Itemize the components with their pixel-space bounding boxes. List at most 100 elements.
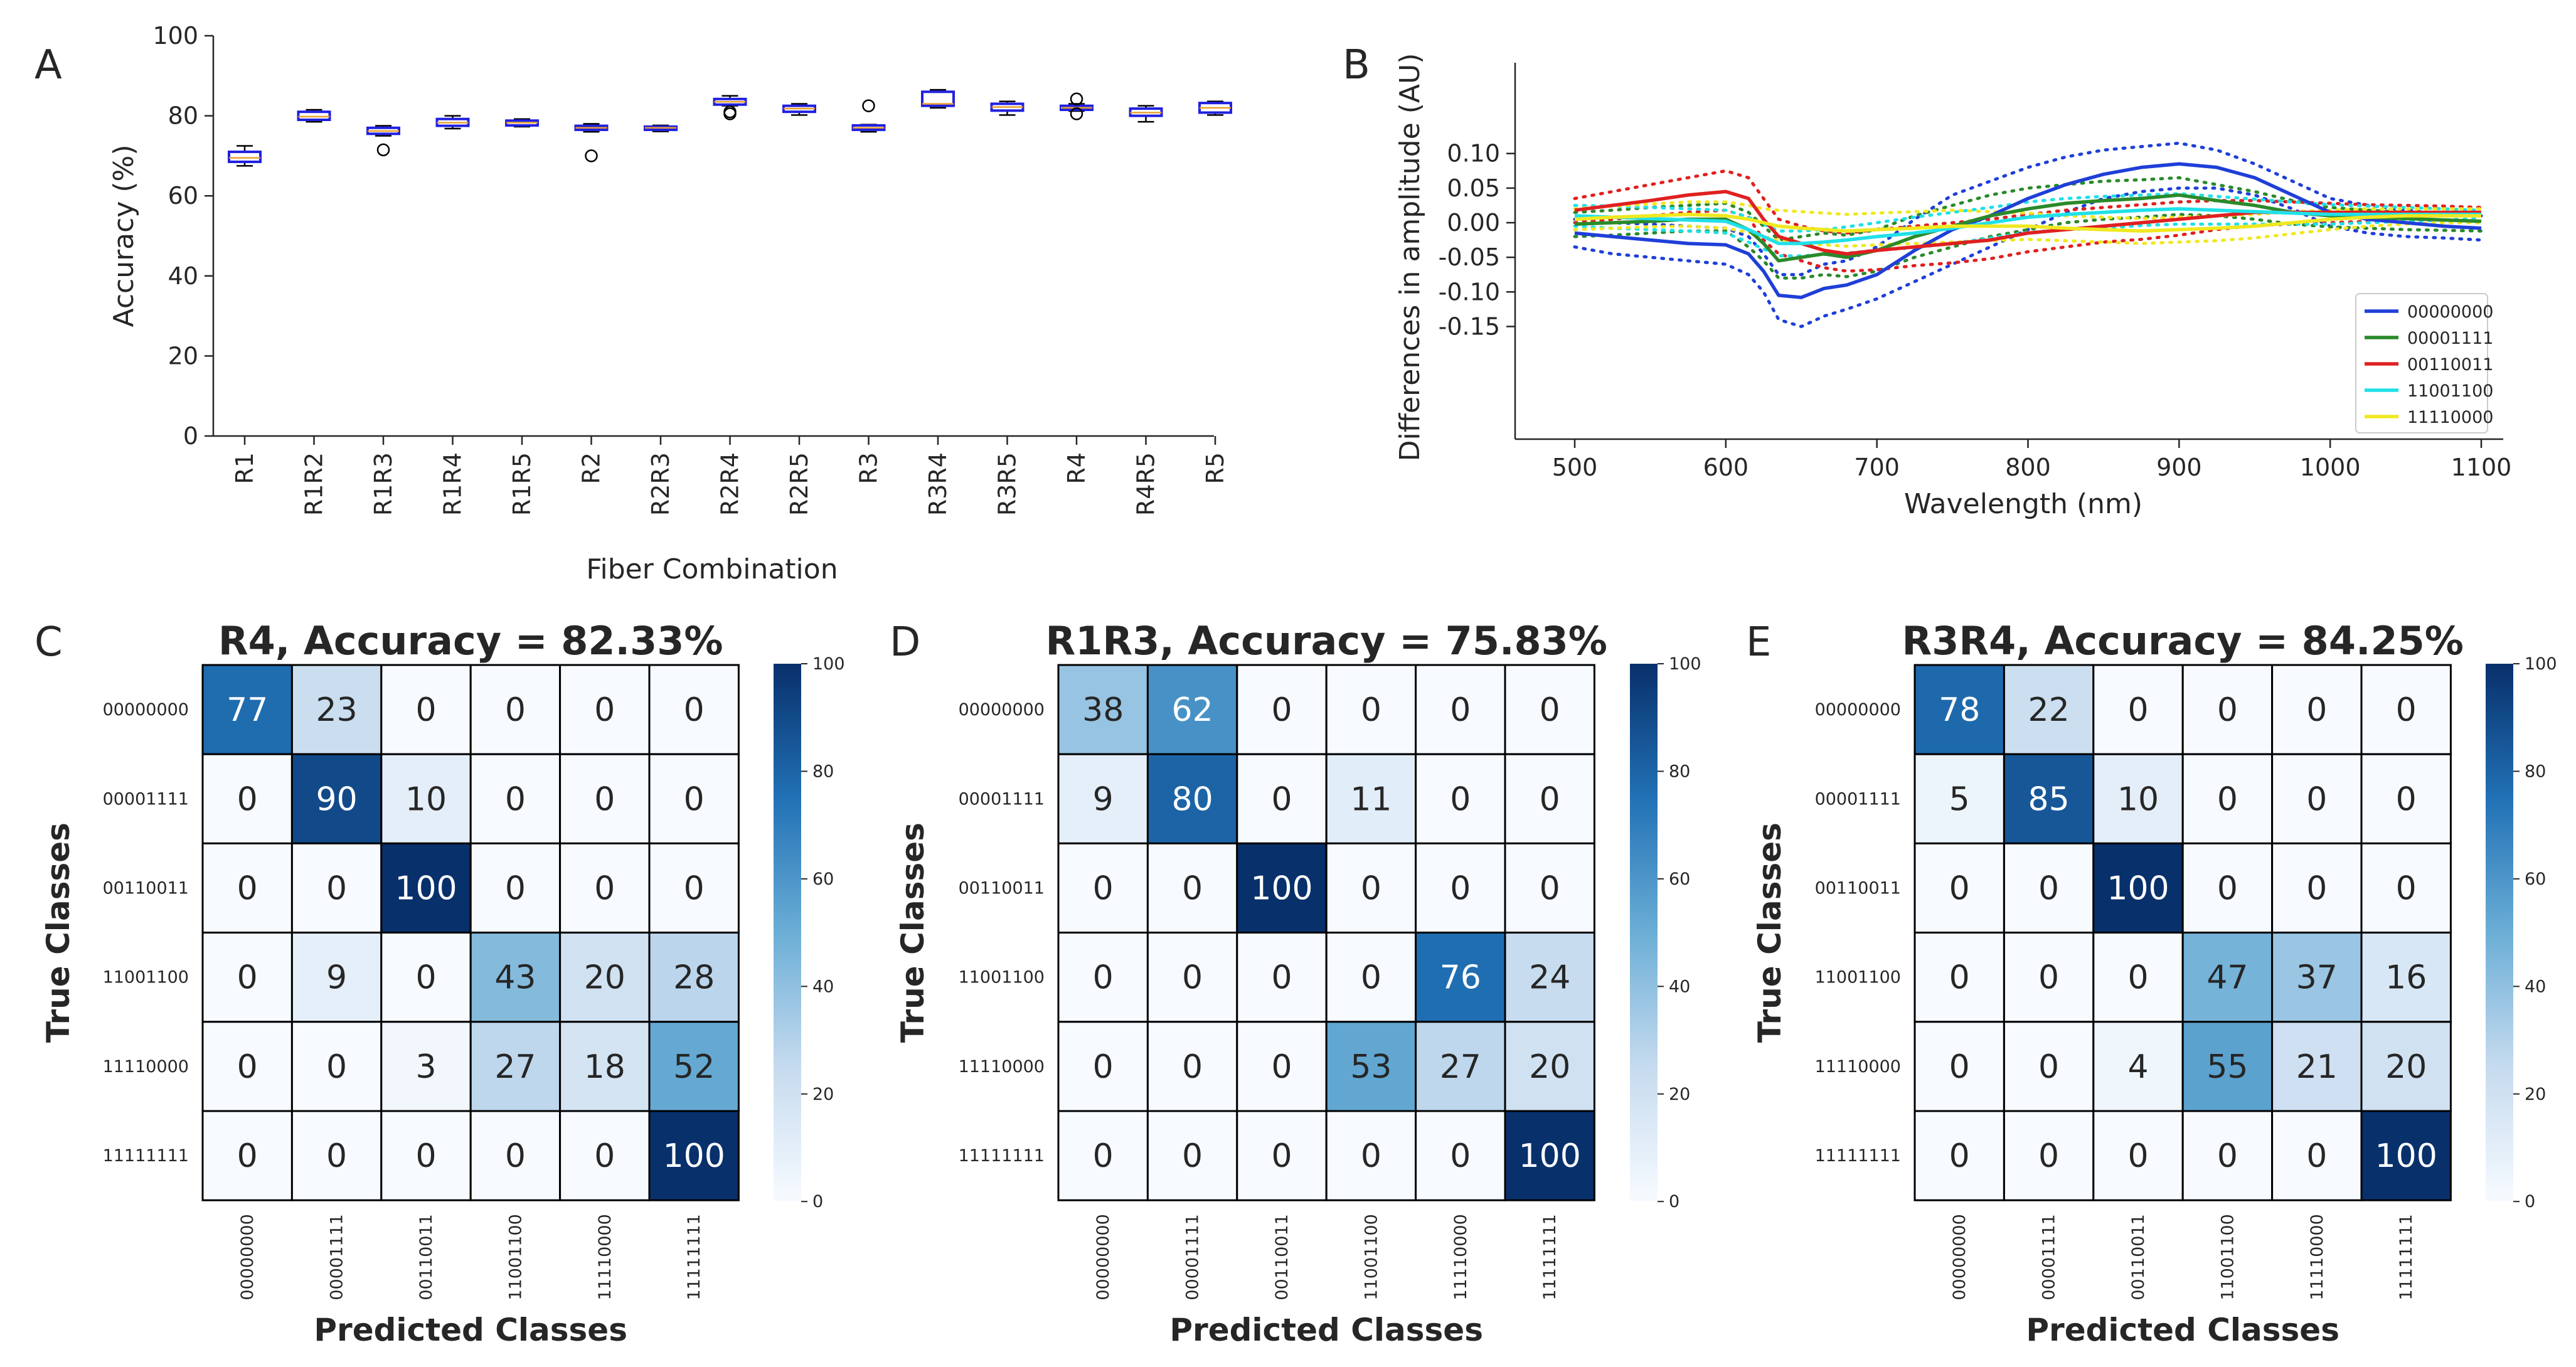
panel-b-xtick-label: 900: [2156, 454, 2202, 481]
panel-d-cell: [1415, 664, 1506, 755]
panel-b-ytick-label: 0.00: [1447, 209, 1500, 237]
panel-c-cell: [201, 932, 293, 1023]
panel-d-row-label: 00001111: [959, 789, 1045, 809]
panel-d-cell-value: 0: [1093, 870, 1114, 908]
panel-d-cell-value: 0: [1450, 870, 1471, 908]
panel-c-cell-value: 0: [594, 870, 615, 908]
panel-c-cell-value: 20: [584, 959, 625, 997]
panel-e-cell-value: 0: [2306, 1137, 2327, 1175]
panel-d-cell-value: 0: [1182, 1137, 1203, 1175]
panel-c-col-label: 11111111: [684, 1214, 704, 1300]
panel-d-col-label: 11001100: [1361, 1214, 1381, 1300]
panel-e-x-label: Predicted Classes: [2026, 1312, 2339, 1348]
panel-e-row-label: 11110000: [1815, 1057, 1901, 1077]
panel-d-letter: D: [890, 619, 920, 666]
panel-a-ytick-label: 20: [168, 342, 198, 370]
panel-c-cell-value: 28: [673, 959, 715, 997]
panel-c-cell: [559, 664, 651, 755]
panel-d-cell-value: 0: [1182, 959, 1203, 997]
panel-a-xtick-label: R1R3: [370, 452, 397, 516]
panel-e-cell: [1913, 932, 2005, 1023]
panel-c-cell-value: 3: [415, 1048, 436, 1086]
panel-d-cell-value: 20: [1529, 1048, 1570, 1086]
panel-c-cell: [380, 1021, 472, 1112]
panel-c-colorbar-label: 20: [812, 1085, 834, 1104]
panel-e-cell: [1913, 842, 2005, 934]
panel-d-cell: [1415, 1021, 1506, 1112]
panel-b-xtick-label: 1100: [2451, 454, 2512, 481]
panel-d-col-label: 00000000: [1094, 1214, 1113, 1300]
panel-e-colorbar-label: 20: [2525, 1085, 2546, 1104]
panel-a-xtick-label: R5: [1201, 452, 1229, 484]
panel-a-xtick-label: R2R5: [785, 452, 813, 516]
panel-a-xtick-label: R1R4: [439, 452, 467, 516]
panel-d-cell: [1236, 842, 1328, 934]
panel-e-cell-value: 20: [2385, 1048, 2427, 1086]
panel-e-cell-value: 21: [2296, 1048, 2338, 1086]
panel-d-row-label: 11110000: [959, 1057, 1045, 1077]
panel-e-cell-value: 0: [1949, 870, 1970, 908]
panel-e-cell-value: 5: [1949, 780, 1970, 818]
panel-c-cell: [648, 1110, 740, 1201]
panel-a-ytick-label: 0: [183, 422, 198, 450]
panel-d-row-label: 11001100: [959, 968, 1045, 987]
panel-a-xtick-label: R3R5: [994, 452, 1021, 516]
panel-c-cell: [201, 1110, 293, 1201]
panel-c-cell-value: 27: [494, 1048, 536, 1086]
panel-d-cell-value: 100: [1250, 870, 1312, 908]
panel-d-cell: [1415, 753, 1506, 844]
panel-c-cell-value: 0: [326, 870, 347, 908]
panel-d-col-label: 11111111: [1540, 1214, 1560, 1300]
panel-b-series-upper-bound: [1573, 141, 2483, 277]
panel-e-row-label: 00110011: [1815, 879, 1901, 898]
panel-c-cell-value: 52: [673, 1048, 715, 1086]
panel-a-x-label: Fiber Combination: [586, 553, 838, 585]
panel-e-cell-value: 0: [2306, 780, 2327, 818]
panel-e-cell-value: 0: [2038, 870, 2059, 908]
panel-e-cell: [2003, 1110, 2095, 1201]
panel-e-cell: [1913, 664, 2005, 755]
panel-d-cell-value: 62: [1172, 691, 1213, 729]
panel-a-box: [228, 151, 262, 163]
panel-c-cell-value: 0: [326, 1137, 347, 1175]
panel-e-letter: E: [1746, 619, 1771, 666]
panel-c-cell-value: 9: [326, 959, 347, 997]
panel-d-cell-value: 0: [1540, 691, 1560, 729]
panel-e-row-label: 00000000: [1815, 700, 1901, 720]
panel-a-box: [297, 110, 331, 121]
panel-d-cell-value: 0: [1361, 691, 1381, 729]
panel-e-cell-value: 55: [2206, 1048, 2248, 1086]
panel-e-cell-value: 0: [1949, 959, 1970, 997]
panel-c-cell-value: 0: [415, 1137, 436, 1175]
panel-c-cell: [469, 1021, 562, 1112]
panel-c-cell-value: 0: [415, 959, 436, 997]
panel-b-series-lower-bound: [1573, 213, 2483, 280]
panel-c-cell: [469, 753, 562, 844]
panel-a-xtick-label: R1R2: [301, 452, 328, 516]
panel-e-cell-value: 4: [2127, 1048, 2148, 1086]
panel-d-cell: [1504, 664, 1595, 755]
panel-e-title: R3R4, Accuracy = 84.25%: [1902, 618, 2463, 664]
panel-d-cell-value: 0: [1182, 1048, 1203, 1086]
panel-c-cell: [559, 1110, 651, 1201]
panel-e-cell-value: 0: [2217, 691, 2238, 729]
panel-a-xtick-label: R1R5: [508, 452, 536, 516]
panel-d-colorbar: [1630, 664, 1658, 1202]
panel-d-colorbar-label: 40: [1669, 977, 1690, 996]
panel-e-cell: [2360, 753, 2452, 844]
panel-e-cell-value: 0: [2396, 870, 2417, 908]
panel-c-letter: C: [35, 619, 63, 666]
panel-d-col-label: 00110011: [1272, 1214, 1292, 1300]
panel-d-cell-value: 24: [1529, 959, 1570, 997]
panel-b-xtick-label: 500: [1552, 454, 1598, 481]
panel-c-cell: [290, 1110, 383, 1201]
panel-d-cell: [1504, 1021, 1595, 1112]
panel-d-row-label: 11111111: [959, 1146, 1045, 1166]
panel-e-col-label: 00001111: [2040, 1214, 2059, 1300]
panel-a-xtick-label: R2: [578, 452, 605, 484]
panel-e-cell: [2092, 1110, 2184, 1201]
panel-e-cell: [2271, 842, 2363, 934]
panel-e-cell-value: 37: [2296, 959, 2338, 997]
panel-b-series-lower-bound: [1573, 186, 2483, 329]
